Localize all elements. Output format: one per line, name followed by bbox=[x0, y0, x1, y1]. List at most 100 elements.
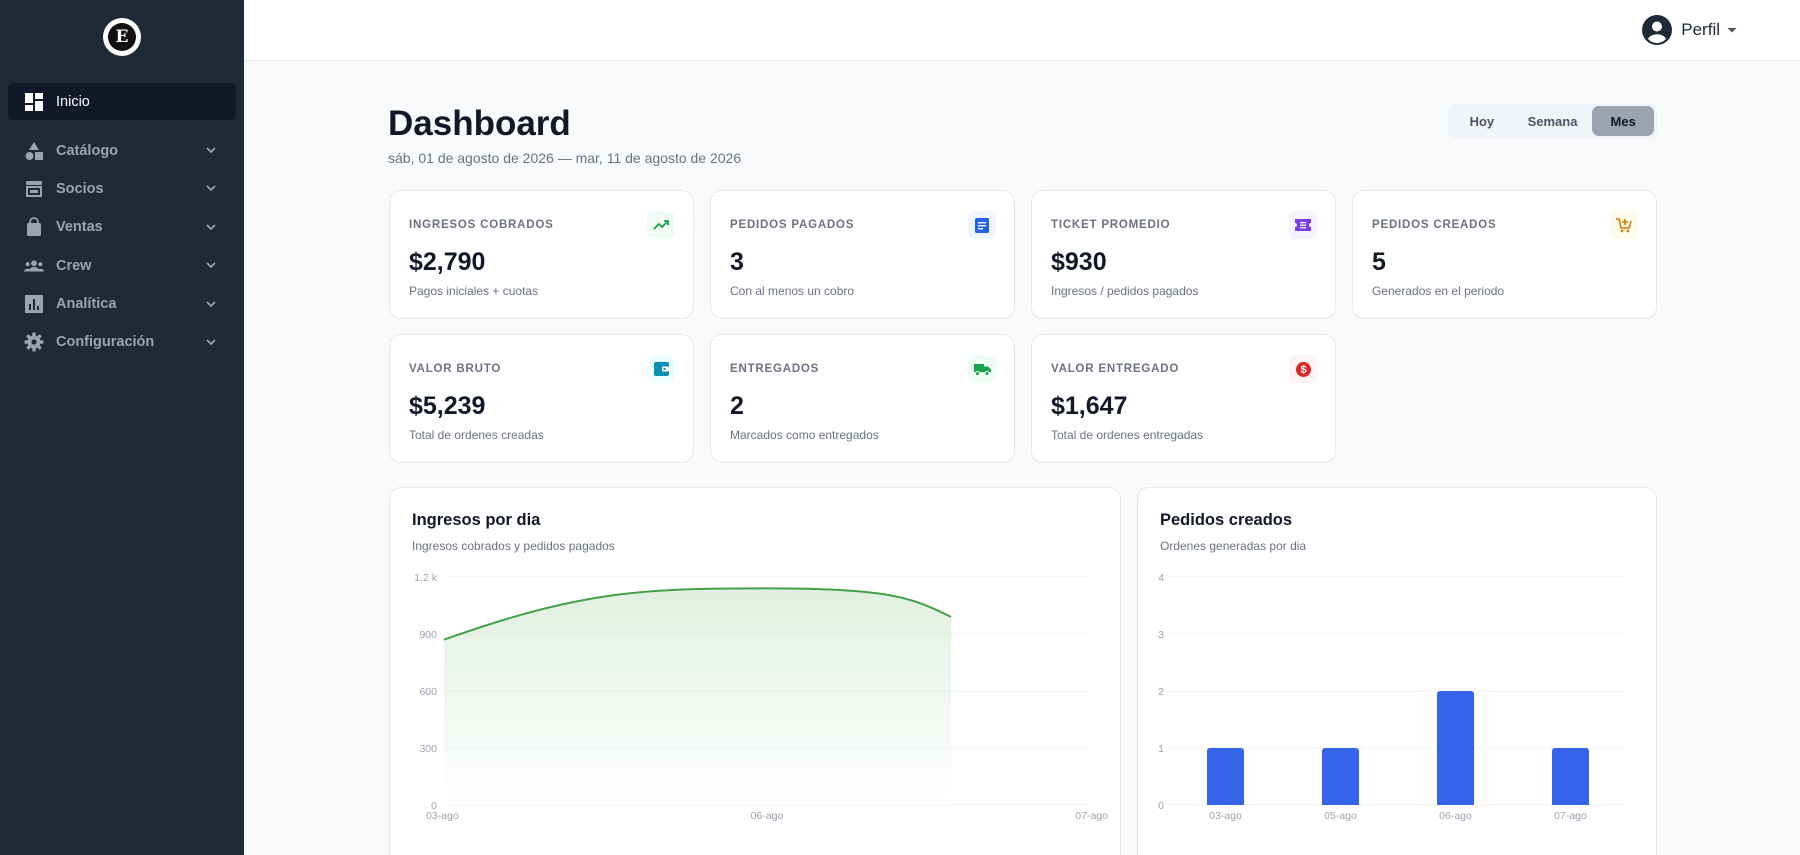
sidebar-item-label: Socios bbox=[56, 180, 104, 197]
kpi-caption: Con al menos un cobro bbox=[730, 284, 855, 298]
kpi-label: VALOR ENTREGADO bbox=[1051, 363, 1180, 375]
y-tick-label: 900 bbox=[419, 629, 437, 641]
y-tick-label: 300 bbox=[419, 743, 437, 755]
kpi-caption: Pagos iniciales + cuotas bbox=[409, 284, 539, 298]
caret-down-icon bbox=[1727, 28, 1737, 33]
bar bbox=[1207, 748, 1244, 805]
svg-text:$: $ bbox=[1300, 364, 1306, 376]
shopping-bag-icon bbox=[24, 217, 44, 237]
kpi-card-ticket-promedio: TICKET PROMEDIO $930 Ingresos / pedidos … bbox=[1031, 190, 1336, 319]
kpi-value: $1,647 bbox=[1051, 392, 1128, 420]
y-tick-label: 1 bbox=[1158, 743, 1164, 755]
sidebar-item-label: Inicio bbox=[56, 93, 90, 110]
chart-title: Pedidos creados bbox=[1160, 511, 1293, 529]
sidebar-item-label: Ventas bbox=[56, 219, 103, 236]
date-range: sáb, 01 de agosto de 2026 — mar, 11 de a… bbox=[388, 150, 742, 166]
sidebar-item-crew[interactable]: Crew bbox=[8, 247, 236, 284]
sidebar-item-configuracion[interactable]: Configuración bbox=[8, 324, 236, 361]
kpi-caption: Marcados como entregados bbox=[730, 428, 879, 442]
orders-bar-chart: 0 1 2 3 4 03-ago 05-ago 06-ago 07-ago bbox=[1158, 572, 1628, 822]
sidebar-item-analitica[interactable]: Analítica bbox=[8, 286, 236, 323]
y-tick-label: 0 bbox=[431, 800, 437, 812]
kpi-label: TICKET PROMEDIO bbox=[1051, 219, 1171, 231]
chevron-down-icon bbox=[206, 262, 216, 269]
sidebar-item-socios[interactable]: Socios bbox=[8, 170, 236, 207]
dashboard-icon bbox=[24, 92, 44, 112]
wallet-icon bbox=[647, 355, 675, 383]
profile-label: Perfil bbox=[1681, 20, 1720, 39]
account-icon bbox=[1648, 21, 1667, 44]
sidebar-item-ventas[interactable]: Ventas bbox=[8, 209, 236, 246]
period-hoy-button[interactable]: Hoy bbox=[1469, 113, 1495, 129]
kpi-caption: Total de ordenes entregadas bbox=[1051, 428, 1204, 442]
kpi-value: $2,790 bbox=[409, 248, 486, 276]
period-selector: Hoy Semana Mes bbox=[1448, 104, 1657, 138]
kpi-card-entregados: ENTREGADOS 2 Marcados como entregados bbox=[710, 334, 1015, 463]
sidebar-item-label: Catálogo bbox=[56, 142, 119, 159]
bar bbox=[1437, 691, 1474, 805]
income-series-line bbox=[443, 587, 952, 641]
kpi-label: PEDIDOS PAGADOS bbox=[730, 219, 855, 231]
y-tick-label: 2 bbox=[1158, 686, 1164, 698]
shapes-icon bbox=[24, 141, 44, 161]
y-tick-label: 1.2 k bbox=[414, 572, 438, 584]
sidebar-item-label: Configuración bbox=[56, 334, 155, 351]
brand-logo[interactable]: E bbox=[103, 18, 141, 56]
trending-up-icon bbox=[647, 211, 675, 239]
kpi-caption: Ingresos / pedidos pagados bbox=[1051, 284, 1199, 298]
group-icon bbox=[24, 256, 44, 276]
period-mes-button[interactable]: Mes bbox=[1592, 106, 1655, 136]
chart-subtitle: Ordenes generadas por dia bbox=[1160, 539, 1307, 553]
receipt-icon bbox=[968, 211, 996, 239]
income-area-fill bbox=[444, 588, 952, 805]
kpi-label: ENTREGADOS bbox=[730, 363, 820, 375]
gear-icon bbox=[24, 332, 44, 352]
x-tick-label: 03-ago bbox=[426, 810, 459, 822]
profile-menu[interactable]: Perfil bbox=[1642, 15, 1738, 45]
kpi-value: $5,239 bbox=[409, 392, 486, 420]
kpi-caption: Generados en el periodo bbox=[1372, 284, 1505, 298]
kpi-card-valor-entregado: VALOR ENTREGADO $ $1,647 Total de ordene… bbox=[1031, 334, 1336, 463]
kpi-label: VALOR BRUTO bbox=[409, 363, 502, 375]
cart-add-icon bbox=[1610, 211, 1638, 239]
chevron-down-icon bbox=[206, 147, 216, 154]
kpi-card-valor-bruto: VALOR BRUTO $5,239 Total de ordenes crea… bbox=[389, 334, 694, 463]
x-tick-label: 07-ago bbox=[1554, 810, 1587, 822]
sidebar-item-inicio[interactable]: Inicio bbox=[8, 83, 236, 120]
store-icon bbox=[24, 179, 44, 199]
sidebar-item-label: Analítica bbox=[56, 296, 117, 313]
sidebar: E Inicio Catálogo Socios Vent bbox=[0, 0, 244, 855]
x-tick-label: 05-ago bbox=[1324, 810, 1357, 822]
bar bbox=[1552, 748, 1589, 805]
x-tick-label: 06-ago bbox=[751, 810, 784, 822]
sidebar-item-label: Crew bbox=[56, 257, 92, 274]
chevron-down-icon bbox=[206, 300, 216, 307]
ticket-icon bbox=[1289, 211, 1317, 239]
kpi-card-pedidos-creados: PEDIDOS CREADOS 5 Generados en el period… bbox=[1352, 190, 1657, 319]
income-area-chart: 0 300 600 900 1.2 k 03-ago 06-ago 07-ago bbox=[414, 572, 1108, 822]
kpi-card-pedidos-pagados: PEDIDOS PAGADOS 3 Con al menos un cobro bbox=[710, 190, 1015, 319]
chart-subtitle: Ingresos cobrados y pedidos pagados bbox=[412, 539, 615, 553]
y-tick-label: 4 bbox=[1158, 572, 1164, 584]
bar bbox=[1322, 748, 1359, 805]
kpi-value: 3 bbox=[730, 248, 744, 276]
truck-icon bbox=[968, 355, 996, 383]
period-semana-button[interactable]: Semana bbox=[1527, 113, 1578, 129]
chevron-down-icon bbox=[206, 224, 216, 231]
kpi-label: INGRESOS COBRADOS bbox=[409, 219, 554, 231]
y-tick-label: 600 bbox=[419, 686, 437, 698]
x-tick-label: 06-ago bbox=[1439, 810, 1472, 822]
page-title: Dashboard bbox=[388, 104, 571, 143]
kpi-value: 5 bbox=[1372, 248, 1386, 276]
kpi-caption: Total de ordenes creadas bbox=[409, 428, 544, 442]
analytics-icon bbox=[24, 294, 44, 314]
income-chart-card: 0 300 600 900 1.2 k 03-ago 06-ago 07-ago Ingres… bbox=[389, 487, 1121, 855]
x-tick-label: 07-ago bbox=[1075, 810, 1108, 822]
sidebar-nav: Inicio Catálogo Socios Ventas bbox=[8, 83, 236, 362]
dollar-coin-icon: $ bbox=[1289, 355, 1317, 383]
x-tick-label: 03-ago bbox=[1209, 810, 1242, 822]
kpi-label: PEDIDOS CREADOS bbox=[1372, 219, 1497, 231]
sidebar-item-catalogo[interactable]: Catálogo bbox=[8, 132, 236, 169]
avatar bbox=[1642, 15, 1673, 45]
kpi-value: $930 bbox=[1051, 248, 1107, 276]
